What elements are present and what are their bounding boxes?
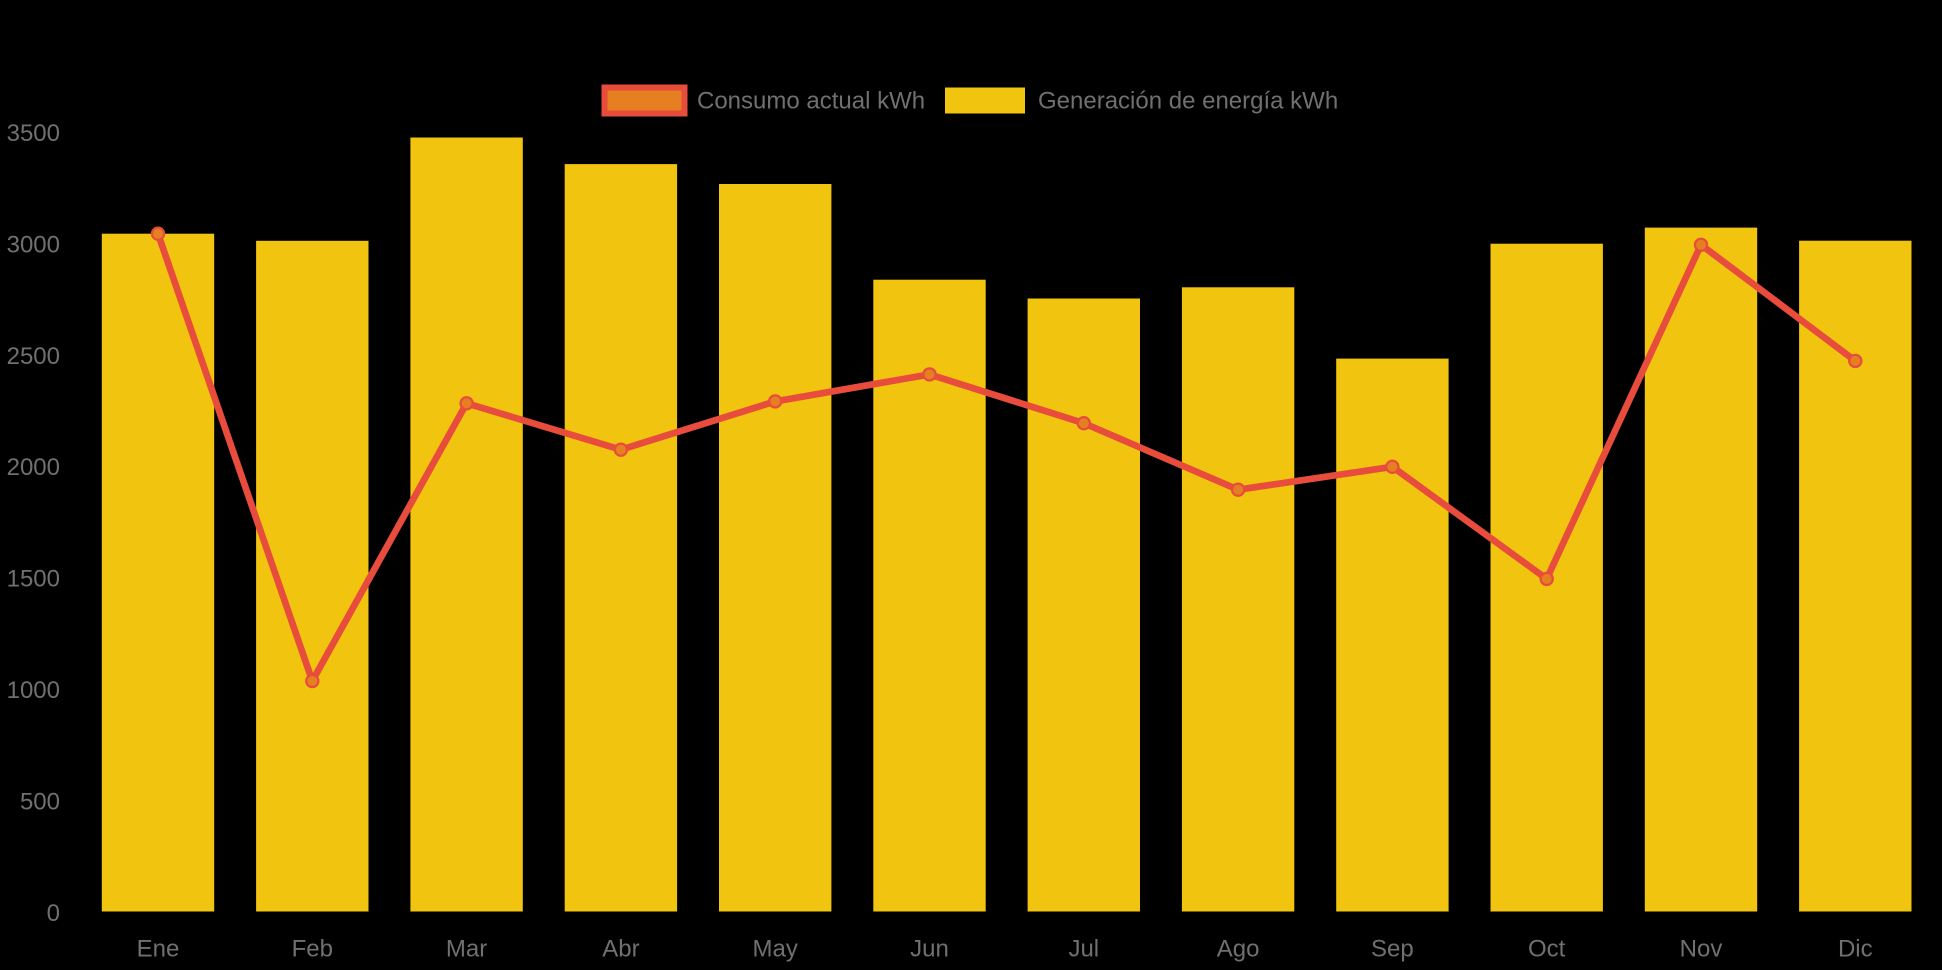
- svg-text:Feb: Feb: [292, 936, 333, 963]
- svg-text:2500: 2500: [7, 343, 60, 370]
- svg-text:Oct: Oct: [1528, 936, 1566, 963]
- svg-text:1500: 1500: [7, 566, 60, 593]
- svg-text:Jul: Jul: [1068, 936, 1099, 963]
- svg-text:3000: 3000: [7, 231, 60, 258]
- svg-text:Mar: Mar: [446, 936, 487, 963]
- svg-text:0: 0: [47, 900, 60, 927]
- svg-text:2000: 2000: [7, 454, 60, 481]
- svg-text:Ago: Ago: [1217, 936, 1260, 963]
- svg-text:1000: 1000: [7, 677, 60, 704]
- svg-text:500: 500: [20, 789, 60, 816]
- svg-text:Sep: Sep: [1371, 936, 1414, 963]
- svg-text:3500: 3500: [7, 120, 60, 147]
- svg-text:Generación de energía kWh: Generación de energía kWh: [1038, 87, 1338, 114]
- svg-text:Dic: Dic: [1838, 936, 1873, 963]
- svg-text:Nov: Nov: [1680, 936, 1723, 963]
- svg-text:May: May: [753, 936, 798, 963]
- svg-text:Abr: Abr: [602, 936, 639, 963]
- svg-text:Ene: Ene: [137, 936, 180, 963]
- svg-text:Consumo actual kWh: Consumo actual kWh: [697, 87, 925, 114]
- svg-text:Jun: Jun: [910, 936, 949, 963]
